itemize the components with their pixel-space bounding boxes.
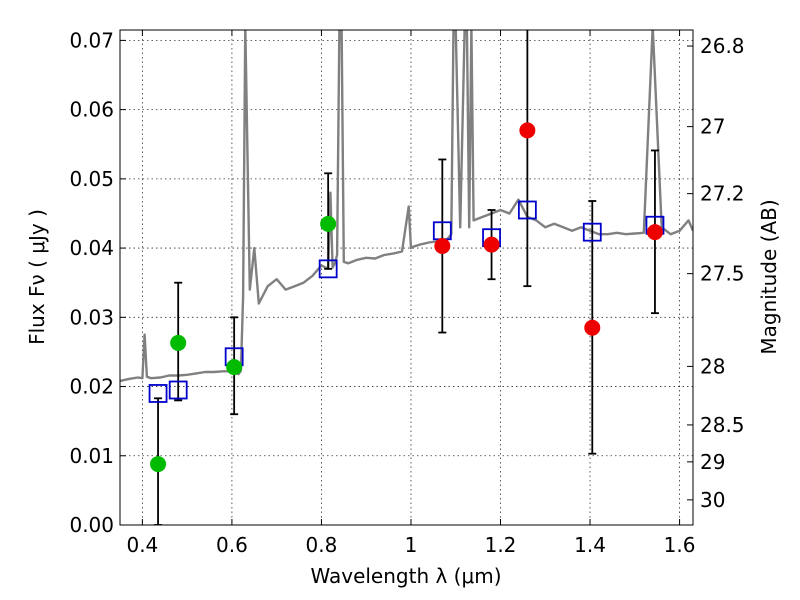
y2-tick-label: 30	[700, 488, 725, 512]
plot-background	[120, 30, 693, 525]
photometry-point	[320, 215, 337, 232]
y2-tick-label: 27.2	[700, 182, 745, 206]
y-tick-label: 0.05	[69, 167, 114, 191]
y2-axis-title: Magnitude (AB)	[757, 199, 781, 354]
model-square-marker	[148, 384, 168, 403]
y-tick-label: 0.04	[69, 236, 114, 260]
plot-frame	[119, 29, 694, 526]
model-square-marker	[168, 380, 188, 400]
spectrum-line	[120, 30, 693, 383]
model-square-marker	[582, 222, 602, 242]
spectrum-series	[120, 30, 693, 383]
y-tick-label: 0.07	[69, 28, 114, 52]
photometry-point	[150, 456, 167, 473]
y2-tick-label: 27.5	[700, 262, 745, 286]
y2-tick-label: 26.8	[700, 34, 745, 58]
y2-tick-label: 28	[700, 354, 725, 378]
x-tick-label: 0.6	[216, 533, 248, 557]
photometry-point	[434, 238, 451, 254]
x-tick-label: 1.2	[485, 533, 517, 557]
x-tick-label: 1.4	[574, 533, 606, 557]
x-tick-label: 0.4	[126, 533, 158, 557]
photometry-point	[646, 224, 663, 241]
photometry-point	[584, 319, 601, 336]
y-tick-label: 0.06	[69, 98, 114, 122]
x-tick-label: 1	[405, 533, 418, 557]
y2-tick-label: 29	[700, 450, 725, 474]
markers	[148, 122, 665, 473]
photometry-point	[170, 334, 187, 351]
photometry-point	[483, 236, 500, 253]
y2-tick-label: 27	[700, 115, 725, 139]
x-tick-label: 1.6	[664, 533, 696, 557]
y-tick-label: 0.02	[69, 375, 114, 399]
plot-area	[120, 30, 693, 525]
x-axis-title: Wavelength λ (μm)	[310, 564, 501, 588]
axis-ticks: 0.4 0.6 0.8 1 1.2 1.4 1.6 0.00 0.01 0.02 0.03 0.04 0…	[69, 28, 744, 557]
model-square-marker	[517, 200, 537, 220]
photometry-point	[519, 122, 536, 139]
y2-tick-label: 28.5	[700, 413, 745, 437]
y-tick-label: 0.00	[69, 513, 114, 537]
y-tick-label: 0.03	[69, 305, 114, 329]
photometry-point	[226, 359, 243, 376]
y-tick-label: 0.01	[69, 444, 114, 468]
x-tick-label: 0.8	[306, 533, 338, 557]
model-square-marker	[318, 259, 338, 279]
y-axis-title: Flux Fν ( μJy )	[25, 209, 49, 345]
